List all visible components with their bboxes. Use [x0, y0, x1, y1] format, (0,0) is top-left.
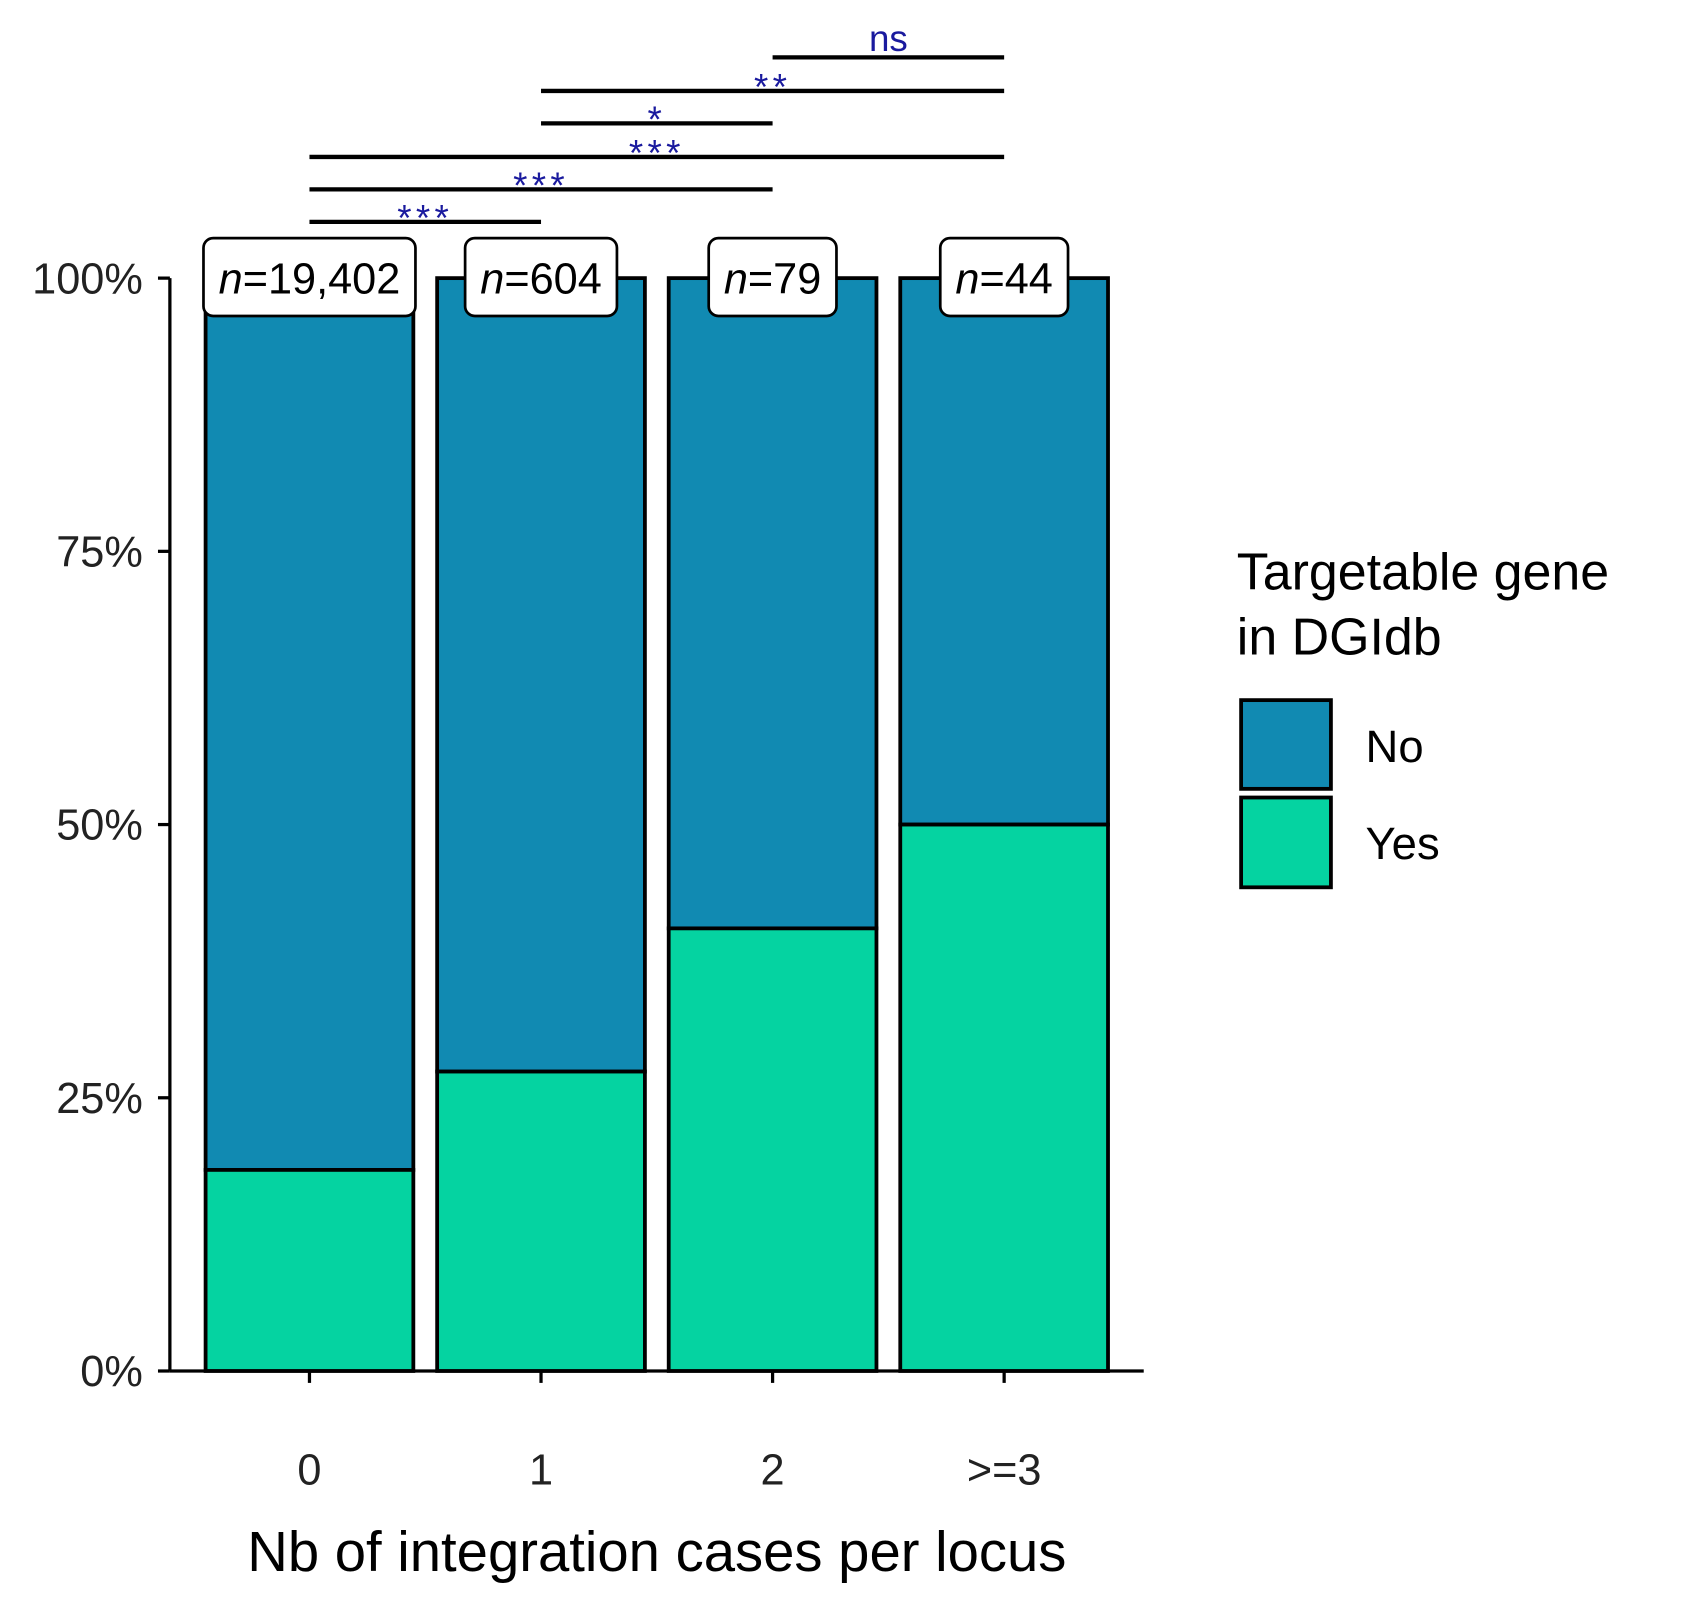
- n-label-text: n=19,402: [219, 255, 401, 303]
- n-label: n=79: [707, 236, 838, 318]
- n-label-text: n=44: [955, 255, 1052, 303]
- legend-key-no: [1239, 698, 1333, 791]
- n-label: n=19,402: [202, 236, 417, 318]
- bar-yes-3: [898, 822, 1110, 1373]
- x-ticks: 0 1 2 >=3: [297, 1370, 1042, 1495]
- n-label-box: [938, 236, 1070, 318]
- bar-no-2: [666, 276, 879, 931]
- y-ticks: 0% 25% 50% 75% 100%: [32, 255, 170, 1396]
- x-axis-title: Nb of integration cases per locus: [247, 1520, 1066, 1583]
- n-label: n=44: [938, 236, 1070, 318]
- y-tick-label: 50%: [56, 802, 143, 850]
- n-label-text: n=79: [724, 255, 821, 303]
- x-tick-label: 1: [529, 1447, 553, 1495]
- n-label-text: n=604: [480, 255, 602, 303]
- bar-no-1: [435, 276, 647, 1074]
- legend-label-no: No: [1366, 721, 1424, 772]
- n-label: n=604: [463, 236, 619, 318]
- bar-no-0: [203, 276, 416, 1172]
- bar-yes-0: [203, 1168, 416, 1373]
- legend-title-line-1: Targetable gene: [1237, 544, 1609, 602]
- bar-yes-1: [435, 1069, 647, 1373]
- legend-label-yes: Yes: [1366, 818, 1440, 869]
- bars-layer: [203, 276, 1110, 1373]
- significance-brackets: ************ns: [309, 18, 1005, 239]
- n-label-box: [202, 236, 417, 318]
- x-tick-label: >=3: [967, 1447, 1042, 1495]
- significance-label: *: [647, 99, 666, 140]
- significance-label: ns: [869, 18, 908, 59]
- significance-label: ***: [397, 198, 453, 239]
- legend-key-yes: [1239, 795, 1333, 890]
- x-tick-label: 2: [761, 1447, 785, 1495]
- n-labels: n=19,402 n=604 n=79 n=44: [202, 236, 1070, 318]
- y-tick-label: 100%: [32, 255, 143, 303]
- significance-label: ***: [513, 165, 569, 206]
- bar-no-3: [898, 276, 1110, 827]
- y-tick-label: 0%: [80, 1348, 143, 1396]
- significance-label: **: [754, 67, 791, 108]
- bar-yes-2: [666, 926, 879, 1373]
- y-tick-label: 25%: [56, 1075, 143, 1123]
- legend: Targetable gene in DGIdb No Yes: [1237, 544, 1609, 890]
- y-tick-label: 75%: [56, 528, 143, 576]
- n-label-box: [707, 236, 838, 318]
- legend-title-line-2: in DGIdb: [1237, 609, 1442, 667]
- n-label-box: [463, 236, 619, 318]
- significance-label: ***: [629, 133, 685, 174]
- x-tick-label: 0: [297, 1447, 321, 1495]
